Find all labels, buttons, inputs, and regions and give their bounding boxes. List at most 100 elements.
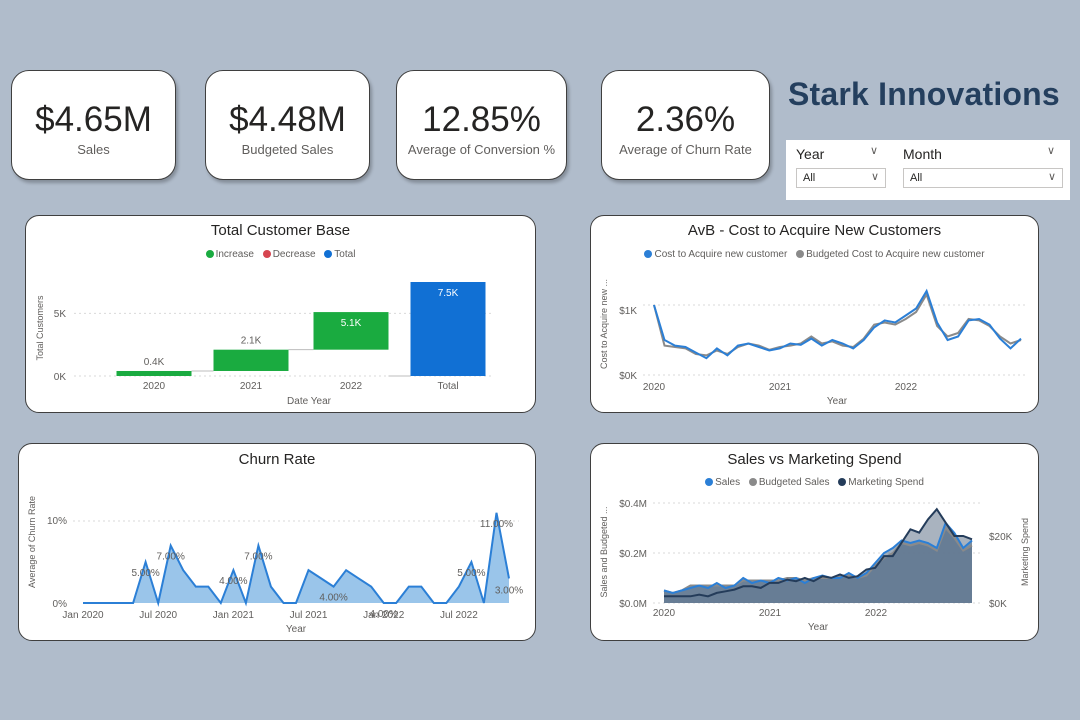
waterfall-chart: Total Customers 0K 5K Date Year 0.4K 2020… (35, 282, 494, 407)
data-label: 3.00% (495, 585, 523, 596)
x-tick-label: 2020 (653, 608, 676, 619)
x-tick-label: 2021 (769, 382, 792, 393)
churn-rate-card[interactable]: Churn Rate Average of Churn Rate 0% 10% … (18, 443, 536, 641)
year-slicer-label: Year (796, 146, 825, 162)
legend-item-increase[interactable]: Increase (205, 249, 254, 260)
y-axis-title: Average of Churn Rate (27, 496, 37, 588)
legend-item-budgeted-sales[interactable]: Budgeted Sales (748, 477, 830, 488)
kpi-card-conversion: 12.85% Average of Conversion % (396, 70, 567, 180)
month-slicer[interactable]: Month ∨ All ∨ (903, 140, 1063, 195)
y-tick-label: 10% (47, 516, 67, 527)
y-tick-label-left: $0.2M (619, 549, 647, 560)
legend-label: Cost to Acquire new customer (654, 249, 788, 260)
legend-dot-icon (748, 478, 757, 486)
legend-label: Total (334, 249, 356, 260)
data-label: 2.1K (241, 336, 262, 347)
sales-line (663, 521, 973, 595)
legend-dot-icon (262, 250, 271, 258)
kpi-label: Average of Churn Rate (619, 142, 752, 157)
x-tick-label: Jul 2021 (290, 610, 328, 621)
chart-legend: Sales Budgeted Sales Marketing Spend (591, 477, 1038, 488)
data-label: 5.1K (341, 318, 362, 329)
legend-dot-icon (644, 250, 653, 258)
legend-dot-icon (205, 250, 214, 258)
x-tick-label: 2020 (143, 381, 166, 392)
x-tick-label: 2021 (759, 608, 782, 619)
churn-line (83, 512, 510, 607)
y-tick-label: 0K (54, 372, 67, 383)
legend-item-budgeted-cac[interactable]: Budgeted Cost to Acquire new customer (796, 249, 985, 260)
sales-marketing-area-chart: Sales and Budgeted ... Marketing Spend $… (599, 499, 1030, 633)
kpi-card-sales: $4.65M Sales (11, 70, 176, 180)
month-dropdown-value: All (910, 172, 923, 184)
kpi-card-budgeted-sales: $4.48M Budgeted Sales (205, 70, 370, 180)
legend-label: Sales (715, 477, 741, 488)
legend-item-decrease[interactable]: Decrease (262, 249, 316, 260)
y-tick-label: $1K (619, 306, 637, 317)
legend-item-marketing-spend[interactable]: Marketing Spend (838, 477, 924, 488)
data-label: 7.5K (438, 288, 459, 299)
cac-card[interactable]: AvB - Cost to Acquire New Customers Cost… (590, 215, 1039, 413)
chart-legend: Increase Decrease Total (26, 249, 535, 260)
month-slicer-label: Month (903, 146, 942, 162)
legend-label: Budgeted Cost to Acquire new customer (806, 249, 985, 260)
churn-area (83, 512, 509, 603)
customer-base-card[interactable]: Total Customer Base Increase Decrease To… (25, 215, 536, 413)
legend-item-total[interactable]: Total (324, 249, 355, 260)
x-tick-label: Jan 2022 (363, 610, 405, 621)
x-axis-title: Year (827, 396, 848, 407)
x-tick-label: Jul 2022 (440, 610, 478, 621)
data-label: 0.4K (144, 357, 165, 368)
kpi-label: Budgeted Sales (241, 142, 334, 157)
chart-title: Churn Rate (238, 451, 316, 468)
chevron-down-icon[interactable]: ∨ (1047, 171, 1056, 183)
y-tick-label: $0K (619, 371, 637, 382)
kpi-label: Average of Conversion % (407, 142, 556, 157)
kpi-value: 12.85% (422, 100, 541, 139)
waterfall-bar (410, 282, 486, 376)
kpi-value: $4.65M (35, 100, 152, 139)
y-tick-label: 0% (53, 599, 68, 610)
legend-label: Decrease (272, 249, 316, 260)
x-axis-title: Year (808, 622, 829, 633)
chart-title: Sales vs Marketing Spend (727, 451, 902, 468)
month-dropdown[interactable]: All ∨ (903, 168, 1063, 188)
data-label: 11.00% (480, 519, 513, 530)
x-tick-label: 2022 (340, 381, 363, 392)
waterfall-bar (313, 312, 389, 350)
kpi-label: Sales (77, 142, 110, 157)
x-tick-label: Total (437, 381, 458, 392)
x-tick-label: Jan 2021 (213, 610, 255, 621)
y-tick-label-left: $0.4M (619, 499, 647, 510)
year-dropdown[interactable]: All ∨ (796, 168, 886, 188)
filter-panel: Year ∨ All ∨ Month ∨ All ∨ (786, 140, 1070, 200)
x-axis-title: Year (286, 624, 307, 635)
data-label: 4.00% (370, 609, 398, 620)
chart-title: AvB - Cost to Acquire New Customers (687, 222, 942, 239)
data-label: 7.00% (244, 552, 272, 563)
data-label: 5.00% (131, 568, 159, 579)
legend-item-cac[interactable]: Cost to Acquire new customer (644, 249, 787, 260)
legend-item-sales[interactable]: Sales (705, 477, 740, 488)
churn-area-chart: Average of Churn Rate 0% 10% Year Jan 20… (27, 496, 523, 635)
y-axis-title: Total Customers (35, 295, 45, 361)
y-axis-title-right: Marketing Spend (1020, 518, 1030, 586)
y-tick-label-right: $20K (989, 532, 1013, 543)
kpi-value: 2.36% (635, 100, 736, 139)
year-slicer[interactable]: Year ∨ All ∨ (796, 140, 886, 195)
year-dropdown-value: All (803, 172, 816, 184)
chevron-down-icon[interactable]: ∨ (870, 171, 879, 183)
legend-dot-icon (705, 478, 714, 486)
y-tick-label: 5K (54, 309, 67, 320)
sales-marketing-card[interactable]: Sales vs Marketing Spend Sales Budgeted … (590, 443, 1039, 641)
marketing-spend-line (664, 507, 973, 598)
chevron-down-icon[interactable]: ∨ (1047, 145, 1056, 157)
y-tick-label-left: $0.0M (619, 599, 647, 610)
chart-title: Total Customer Base (210, 222, 351, 239)
waterfall-bar (213, 349, 289, 371)
data-label: 7.00% (157, 552, 185, 563)
chevron-down-icon[interactable]: ∨ (870, 145, 879, 157)
chart-legend: Cost to Acquire new customer Budgeted Co… (591, 249, 1038, 260)
kpi-card-churn: 2.36% Average of Churn Rate (601, 70, 770, 180)
sales-area (664, 523, 972, 603)
